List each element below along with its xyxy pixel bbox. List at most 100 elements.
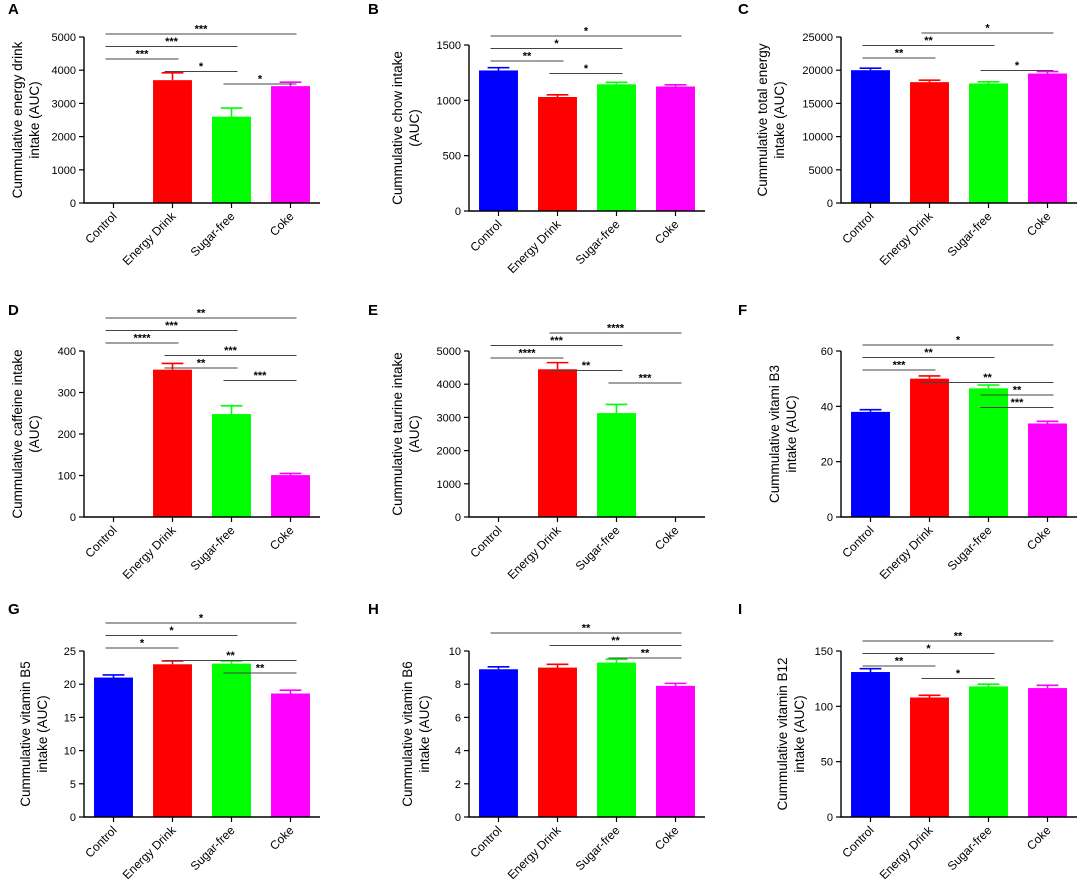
x-tick-label: Energy Drink [877,823,937,883]
y-tick-label: 5000 [809,165,833,177]
y-tick-label: 2 [455,779,461,791]
error-bar [220,404,243,415]
y-tick-label: 500 [443,151,461,163]
x-tick-label: Sugar-free [945,523,995,573]
significance-label: ** [523,51,532,63]
y-tick-label: 0 [827,812,833,824]
y-tick-label: 4 [455,746,461,758]
x-tick-label: Sugar-free [188,209,238,259]
y-axis-label: Cummulative vitamin B12 intake (AUC) [775,657,807,810]
y-tick-label: 20000 [802,65,833,77]
panel-a: A Cummulative energy drink intake (AUC) 0 10… [8,1,320,268]
y-axis-label: Cummulative taurine intake (AUC) [390,352,422,516]
significance-label: *** [224,345,238,357]
y-tick-label: 10 [449,646,461,658]
x-tick-label: Coke [1024,209,1054,239]
significance-label: ** [1013,385,1022,397]
bar-sugar-free [212,116,251,203]
x-tick-label: Coke [1024,523,1054,553]
bar-coke [656,685,695,817]
x-tick-label: Energy Drink [877,523,937,583]
error-bar [918,79,941,83]
x-tick-label: Control [839,823,876,860]
y-tick-label: 10 [64,746,76,758]
error-bar [546,94,569,98]
y-tick-label: 0 [455,206,461,218]
significance-label: * [926,643,931,655]
significance-label: * [956,335,961,347]
panel-letter: F [738,302,747,319]
error-bar [279,689,302,694]
y-tick-label: 0 [455,812,461,824]
significance-label: **** [133,333,151,345]
y-tick-label: 1000 [437,95,461,107]
x-tick-label: Coke [1024,823,1054,853]
significance-label: * [199,613,204,625]
y-axis-label: Cummulative vitamin B6 intake (AUC) [400,661,432,807]
error-bar [102,674,125,678]
y-tick-label: 0 [827,512,833,524]
x-tick-label: Energy Drink [877,209,937,269]
y-tick-label: 8 [455,679,461,691]
x-tick-label: Energy Drink [505,217,565,277]
error-bar [161,362,184,370]
significance-label: **** [607,323,625,335]
error-bar [859,67,882,71]
y-tick-label: 1000 [437,479,461,491]
y-tick-label: 20 [64,679,76,691]
x-tick-label: Sugar-free [945,209,995,259]
significance-label: ** [895,48,904,60]
significance-label: ** [582,360,591,372]
bar-sugar-free [212,663,251,817]
significance-label: ** [582,623,591,635]
significance-label: *** [254,370,268,382]
significance-label: * [584,26,589,38]
error-bar [918,375,941,379]
bar-control [479,669,518,817]
panel-i: I Cummulative vitamin B12 intake (AUC) 0 50 1… [738,601,1077,882]
y-tick-label: 2000 [52,132,76,144]
y-tick-label: 0 [455,512,461,524]
x-tick-label: Coke [267,823,297,853]
y-tick-label: 20 [821,457,833,469]
y-tick-label: 4000 [52,65,76,77]
bar-control [851,70,890,203]
y-tick-label: 15 [64,712,76,724]
panel-letter: C [738,1,749,18]
x-tick-label: Coke [267,523,297,553]
significance-label: *** [550,335,564,347]
significance-label: * [199,61,204,73]
y-axis-label: Cummulative chow intake (AUC) [390,51,422,205]
error-bar [487,66,510,71]
panel-e: E Cummulative taurine intake (AUC) 0 1000 200… [368,302,705,582]
y-tick-label: 40 [821,401,833,413]
y-tick-label: 10000 [802,132,833,144]
y-tick-label: 200 [58,429,76,441]
y-tick-label: 3000 [437,412,461,424]
panel-g: G Cummulative vitamin B5 intake (AUC) 0 5 10 1… [8,601,320,882]
panel-letter: H [368,601,379,618]
bar-control [479,70,518,211]
x-tick-label: Energy Drink [505,523,565,583]
bar-control [94,677,133,817]
axes [468,351,705,518]
y-tick-label: 50 [821,757,833,769]
x-tick-label: Control [82,823,119,860]
y-tick-label: 5 [70,779,76,791]
significance-label: *** [165,320,179,332]
x-tick-label: Sugar-free [573,523,623,573]
error-bar [279,472,302,476]
error-bar [1036,70,1059,74]
y-tick-label: 300 [58,388,76,400]
bar-energy-drink [153,369,192,517]
error-bar [977,683,1000,687]
y-tick-label: 6 [455,712,461,724]
bar-energy-drink [910,378,949,517]
bar-coke [271,475,310,517]
significance-label: * [169,625,174,637]
bar-energy-drink [538,369,577,517]
panel-letter: B [368,1,379,18]
y-tick-label: 25000 [802,32,833,44]
significance-label: ** [924,35,933,47]
